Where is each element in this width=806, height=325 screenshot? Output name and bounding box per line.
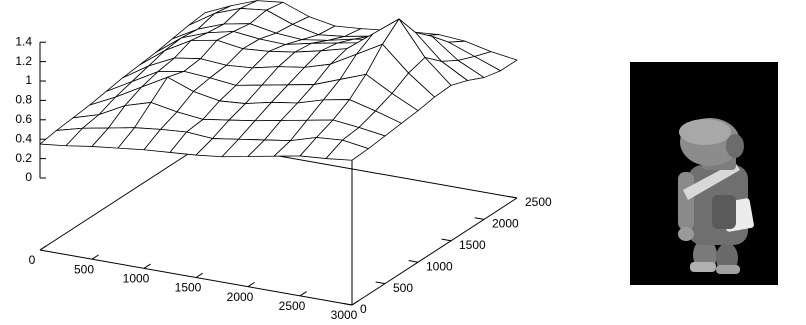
y-tick bbox=[342, 302, 353, 306]
x-tick-label: 2000 bbox=[227, 290, 254, 304]
y-tick-label: 1000 bbox=[426, 259, 453, 273]
z-tick-label: 0 bbox=[25, 170, 32, 184]
surface-cell bbox=[325, 139, 369, 161]
y-tick bbox=[375, 281, 386, 285]
x-tick-label: 1500 bbox=[175, 281, 202, 295]
y-axis bbox=[351, 197, 518, 306]
y-tick-label: 2000 bbox=[492, 217, 519, 231]
x-tick bbox=[195, 272, 203, 278]
z-tick-label: 1.4 bbox=[15, 34, 32, 48]
photo-figure bbox=[630, 62, 778, 285]
y-tick-label: 1500 bbox=[459, 238, 486, 252]
x-tick bbox=[247, 281, 255, 288]
y-tick bbox=[507, 195, 518, 199]
x-tick bbox=[39, 245, 47, 251]
z-tick-label: 1.2 bbox=[15, 54, 32, 68]
z-tick-label: 1 bbox=[25, 73, 32, 87]
z-tick-label: 0.6 bbox=[15, 112, 32, 126]
base-edge bbox=[39, 142, 206, 251]
x-tick bbox=[91, 254, 99, 260]
z-tick-label: 0.4 bbox=[15, 131, 32, 145]
x-tick-label: 1000 bbox=[123, 272, 150, 286]
x-tick bbox=[143, 263, 151, 269]
x-tick-label: 2500 bbox=[279, 299, 306, 313]
z-tick-label: 0.8 bbox=[15, 93, 32, 107]
y-tick bbox=[474, 217, 485, 220]
y-tick-label: 2500 bbox=[525, 195, 552, 209]
z-tick-label: 0.2 bbox=[15, 151, 32, 165]
x-tick-label: 3000 bbox=[331, 308, 358, 320]
x-tick-label: 0 bbox=[29, 253, 36, 267]
y-tick bbox=[408, 260, 419, 263]
y-tick-label: 0 bbox=[360, 302, 367, 316]
x-tick-label: 500 bbox=[74, 262, 94, 276]
x-tick bbox=[351, 300, 359, 306]
x-tick bbox=[299, 291, 307, 297]
y-tick-label: 500 bbox=[393, 281, 413, 295]
y-tick bbox=[441, 238, 452, 242]
